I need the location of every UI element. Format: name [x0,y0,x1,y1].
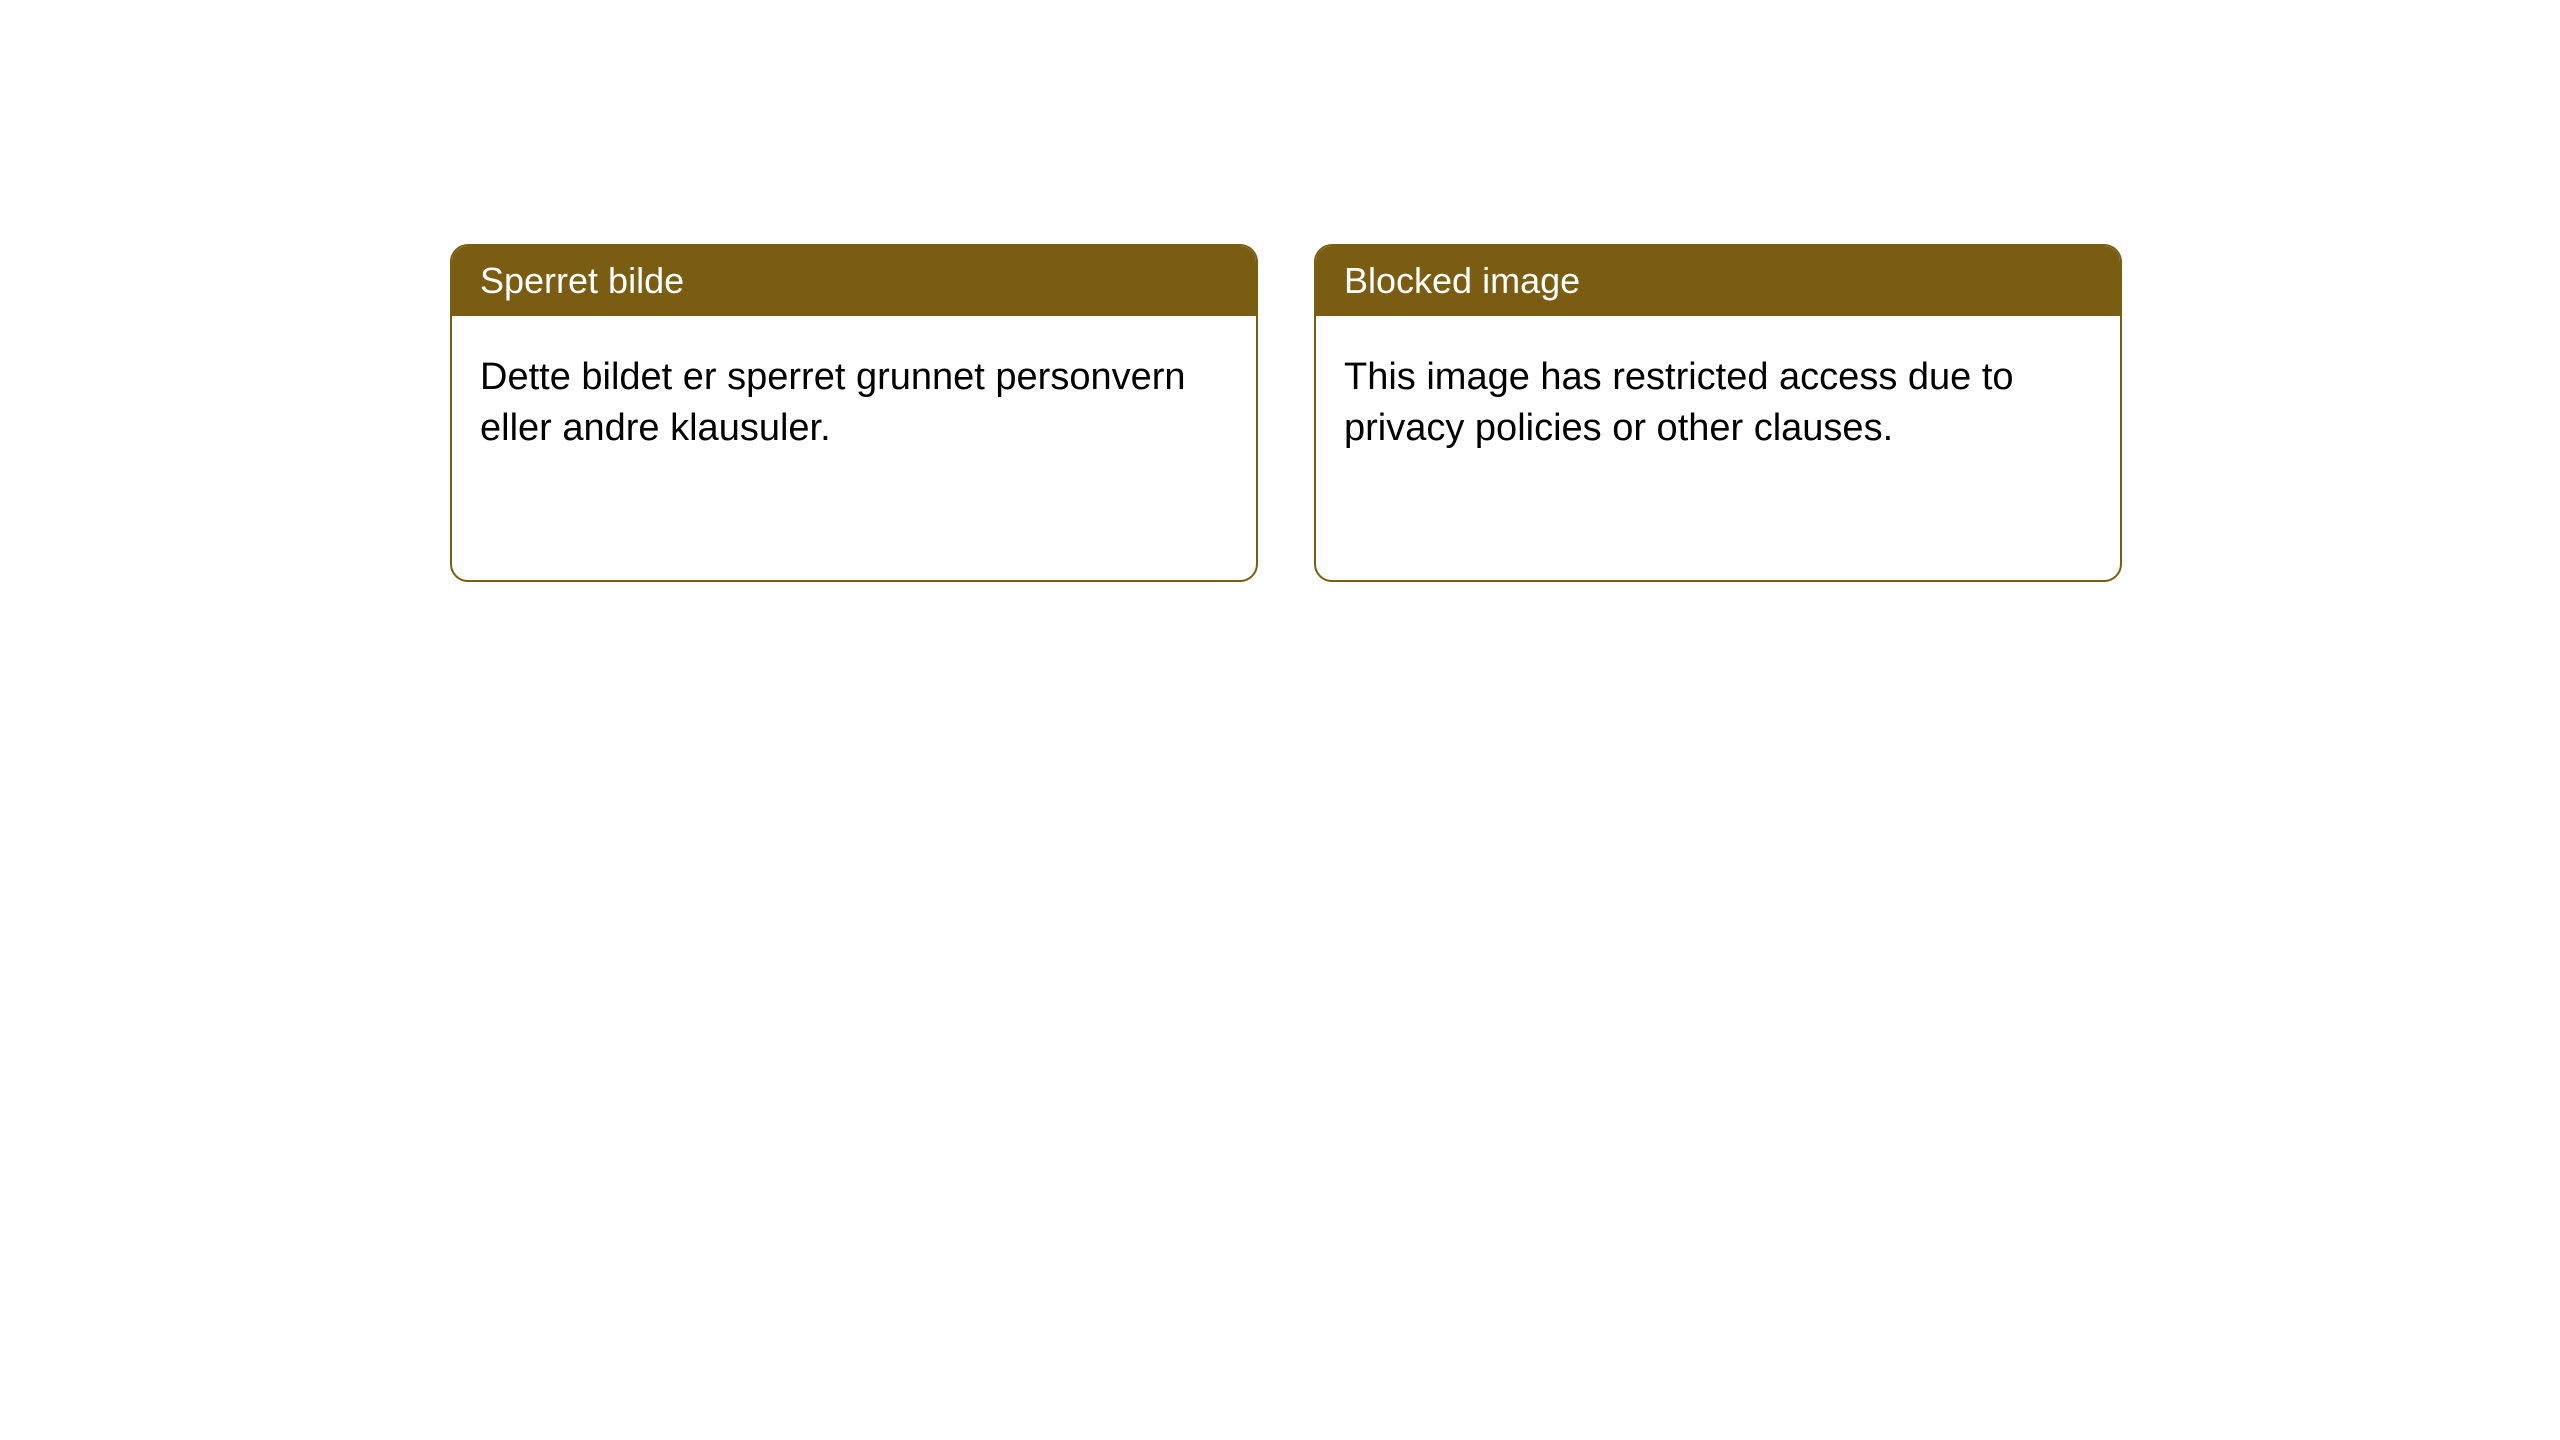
notice-card-title: Sperret bilde [480,260,684,301]
notice-card-body: This image has restricted access due to … [1316,316,2120,491]
notice-card-english: Blocked image This image has restricted … [1314,244,2122,582]
notice-card-body-text: Dette bildet er sperret grunnet personve… [480,356,1186,449]
notice-card-body-text: This image has restricted access due to … [1344,356,2014,449]
notice-card-header: Sperret bilde [452,246,1256,316]
notice-card-header: Blocked image [1316,246,2120,316]
notice-cards-container: Sperret bilde Dette bildet er sperret gr… [450,244,2122,582]
notice-card-body: Dette bildet er sperret grunnet personve… [452,316,1256,491]
notice-card-norwegian: Sperret bilde Dette bildet er sperret gr… [450,244,1258,582]
notice-card-title: Blocked image [1344,260,1580,301]
